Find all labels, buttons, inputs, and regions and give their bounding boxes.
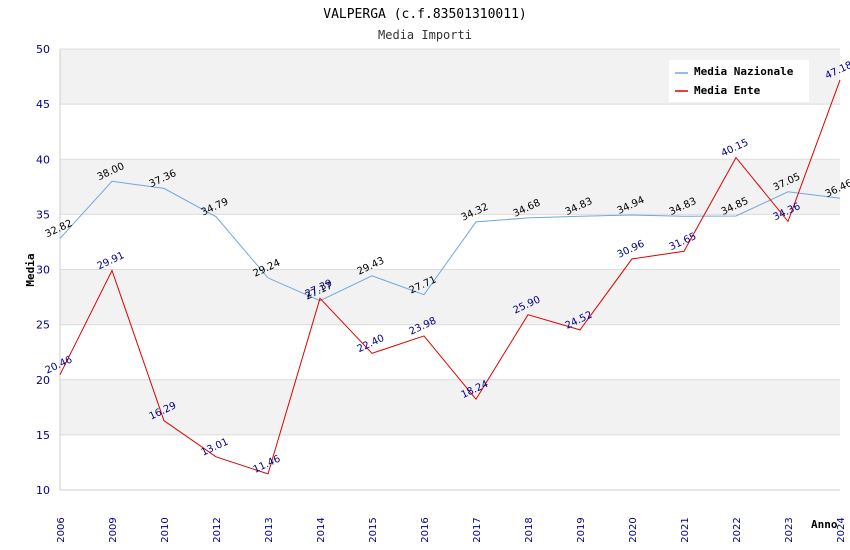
legend: Media Nazionale Media Ente [669, 60, 809, 102]
y-tick-label: 50 [36, 43, 50, 56]
x-tick-label: 2014 [316, 517, 327, 542]
x-tick-label: 2015 [368, 517, 379, 542]
series-lines [59, 79, 841, 475]
legend-label-nazionale: Media Nazionale [694, 65, 794, 78]
y-tick-label: 40 [36, 153, 50, 166]
x-tick-label: 2020 [628, 517, 639, 542]
x-tick-label: 2017 [472, 517, 483, 542]
grid-band [60, 269, 840, 325]
y-tick-label: 25 [36, 319, 50, 332]
x-tick-label: 2018 [524, 517, 535, 542]
axes [59, 49, 840, 491]
x-tick-label: 2021 [680, 517, 691, 542]
y-tick-label: 20 [36, 374, 50, 387]
x-tick-label: 2023 [784, 517, 795, 542]
series-line-media-ente [59, 79, 841, 475]
y-tick-label: 10 [36, 484, 50, 497]
x-tick-label: 2016 [420, 517, 431, 542]
legend-box [669, 60, 809, 102]
grid-lines [60, 48, 840, 491]
chart-subtitle: Media Importi [378, 28, 472, 42]
y-tick-label: 45 [36, 98, 50, 111]
x-tick-label: 2012 [212, 517, 223, 542]
x-tick-label: 2022 [732, 517, 743, 542]
y-tick-label: 15 [36, 429, 50, 442]
x-tick-label: 2019 [576, 517, 587, 542]
x-tick-label: 2010 [160, 517, 171, 542]
y-axis-ticks: 10 15 20 25 30 35 40 45 50 [36, 43, 50, 497]
x-tick-label: 2006 [56, 517, 67, 542]
x-axis-title: Anno [811, 518, 838, 531]
x-axis-ticks: 2006 2009 2010 2012 2013 2014 2015 2016 2017 2018… [56, 517, 847, 542]
y-axis-title: Media [24, 253, 37, 286]
series-line-media-nazionale [59, 180, 841, 302]
legend-label-ente: Media Ente [694, 84, 761, 97]
x-tick-label: 2013 [264, 517, 275, 542]
x-tick-label: 2024 [836, 517, 847, 542]
grid-band [60, 379, 840, 435]
x-tick-label: 2009 [108, 517, 119, 542]
y-tick-label: 30 [36, 264, 50, 277]
y-tick-label: 35 [36, 208, 50, 221]
chart-title: VALPERGA (c.f.83501310011) [323, 7, 527, 22]
